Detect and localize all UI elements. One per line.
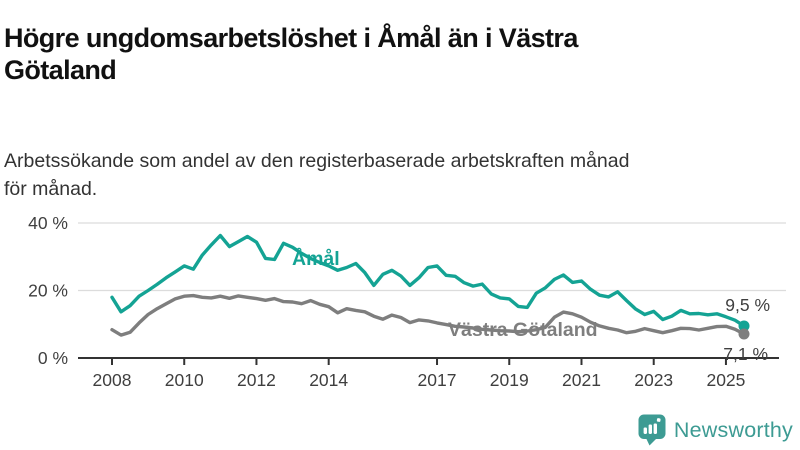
newsworthy-logo: Newsworthy — [638, 413, 793, 447]
series-end-dot — [738, 328, 750, 340]
brand-name: Newsworthy — [673, 417, 793, 442]
end-value-label: 7,1 % — [723, 344, 768, 364]
series-line-amal — [110, 233, 746, 328]
y-tick-label: 0 % — [38, 348, 68, 368]
subtitle-line-2: för månad. — [4, 177, 98, 200]
x-tick-label: 2019 — [490, 370, 529, 390]
unemployment-line-chart: 0 % 20 % 40 % 2008 2010 2012 2014 2017 2019 2021 2… — [28, 213, 786, 390]
bar-chart-speech-bubble-icon — [638, 414, 666, 446]
end-value-label: 9,5 % — [725, 295, 770, 315]
title-line-2: Götaland — [4, 55, 117, 86]
y-tick-label: 20 % — [28, 281, 68, 301]
series-label: Västra Götaland — [448, 319, 598, 341]
x-tick-label: 2023 — [634, 370, 673, 390]
series-end-dot — [738, 320, 750, 332]
x-tick-label: 2025 — [706, 370, 745, 390]
chart-subtitle: Arbetssökande som andel av den registerb… — [4, 147, 784, 204]
series-line-vastra-gotaland — [110, 293, 746, 337]
x-tick-label: 2012 — [237, 370, 276, 390]
x-tick-label: 2017 — [418, 370, 457, 390]
x-tick-label: 2021 — [562, 370, 601, 390]
y-tick-label: 40 % — [28, 213, 68, 233]
title-line-1: Högre ungdomsarbetslöshet i Åmål än i Vä… — [4, 23, 578, 54]
series-label: Åmål — [292, 246, 340, 270]
subtitle-line-1: Arbetssökande som andel av den registerb… — [4, 149, 630, 172]
x-tick-label: 2014 — [309, 370, 348, 390]
x-tick-label: 2010 — [165, 370, 204, 390]
page-title: Högre ungdomsarbetslöshet i Åmål än i Vä… — [4, 22, 796, 87]
x-tick-label: 2008 — [93, 370, 132, 390]
